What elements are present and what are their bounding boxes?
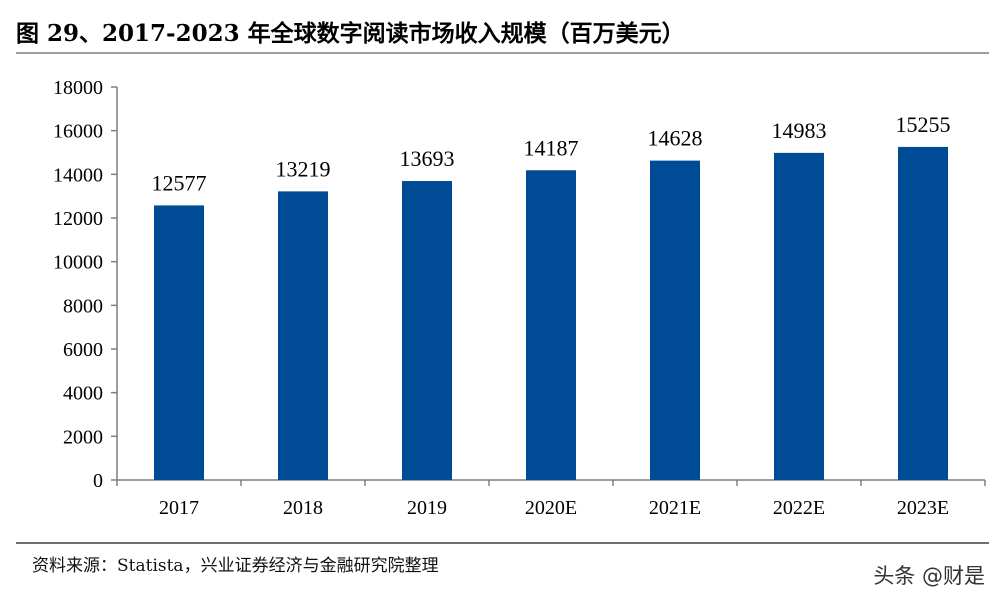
bar	[898, 146, 948, 480]
bar	[278, 191, 328, 480]
x-tick-label: 2018	[283, 497, 323, 519]
x-tick-label: 2017	[159, 497, 199, 519]
y-tick-label: 10000	[53, 252, 103, 274]
x-tick-label: 2023E	[897, 497, 949, 519]
y-tick-label: 8000	[63, 295, 103, 317]
bar	[650, 160, 700, 480]
footer-divider	[16, 542, 989, 544]
x-tick-label: 2020E	[525, 497, 577, 519]
bar	[774, 152, 824, 481]
x-tick-label: 2019	[407, 497, 447, 519]
chart-title: 图 29、2017-2023 年全球数字阅读市场收入规模（百万美元）	[16, 20, 685, 47]
bar	[402, 181, 452, 480]
bar-chart: 0 2000 4000 6000 8000 10000 12000 14000 16000 180…	[53, 77, 986, 519]
source-note: 资料来源：Statista，兴业证券经济与金融研究院整理	[32, 556, 439, 576]
y-tick-label: 6000	[63, 339, 103, 361]
x-tick-label: 2021E	[649, 497, 701, 519]
y-tick-label: 0	[93, 470, 103, 492]
data-label: 14628	[648, 126, 703, 151]
y-tick-label: 4000	[63, 383, 103, 405]
y-tick-label: 14000	[53, 164, 103, 186]
y-tick-label: 18000	[53, 77, 103, 99]
x-tick-label: 2022E	[773, 497, 825, 519]
data-label: 13693	[400, 146, 455, 171]
data-label: 14187	[524, 135, 579, 160]
watermark: 头条 @财是	[873, 564, 985, 588]
bar	[154, 205, 204, 480]
bar	[526, 170, 576, 481]
data-label: 13219	[276, 156, 331, 181]
title-divider	[16, 52, 989, 54]
data-label: 14983	[772, 118, 827, 143]
y-tick-label: 16000	[53, 121, 103, 143]
y-tick-label: 2000	[63, 426, 103, 448]
y-tick-label: 12000	[53, 208, 103, 230]
data-label: 15255	[896, 112, 951, 137]
data-label: 12577	[152, 170, 207, 195]
